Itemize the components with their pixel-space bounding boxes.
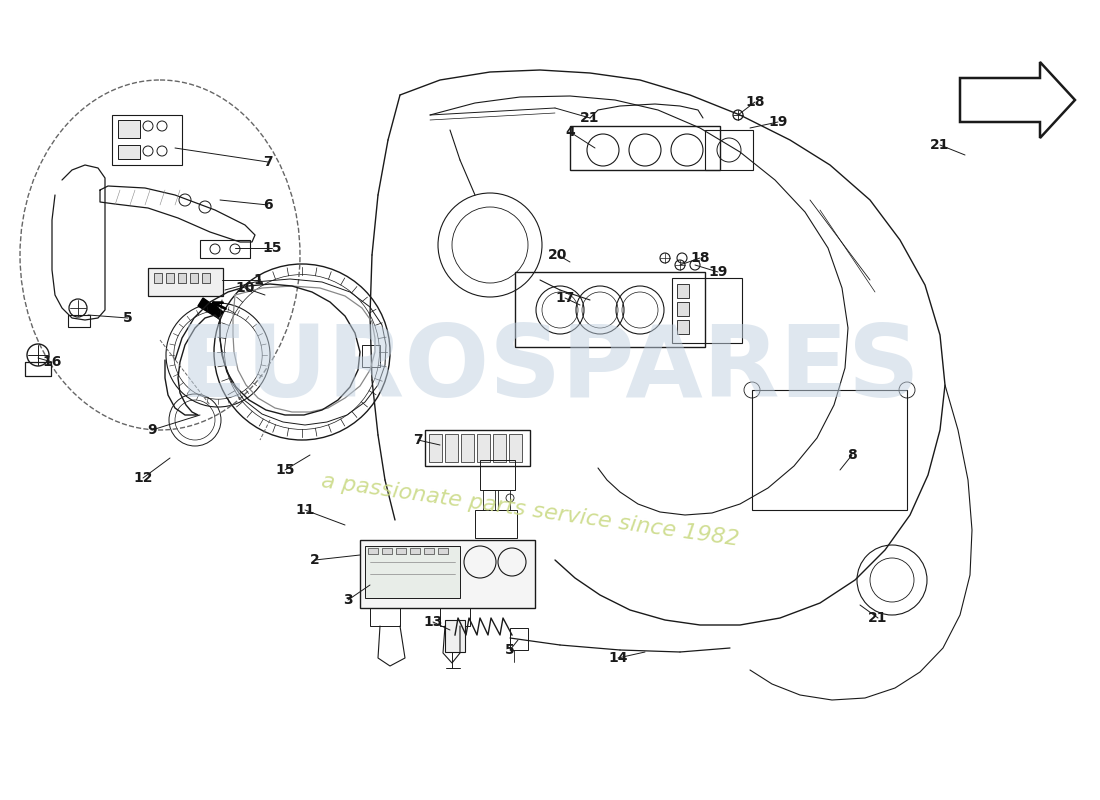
Text: 3: 3	[343, 593, 353, 607]
Text: 13: 13	[424, 615, 442, 629]
Bar	[752, 390, 908, 510]
Text: 18: 18	[691, 251, 710, 265]
Bar	[429, 434, 442, 462]
Bar	[515, 272, 705, 347]
Bar	[200, 240, 250, 258]
Text: 20: 20	[548, 248, 568, 262]
Bar	[446, 620, 465, 652]
Text: 5: 5	[123, 311, 133, 325]
Bar	[509, 434, 522, 462]
Text: 5: 5	[505, 643, 515, 657]
Text: 11: 11	[295, 503, 315, 517]
Bar	[166, 273, 174, 283]
Text: 19: 19	[708, 265, 728, 279]
Bar	[360, 540, 535, 608]
Bar	[493, 434, 506, 462]
Bar	[446, 434, 458, 462]
Bar	[570, 126, 721, 170]
Bar	[461, 434, 474, 462]
Bar	[483, 490, 495, 510]
Bar	[382, 548, 392, 554]
Bar	[112, 115, 182, 165]
Bar	[190, 273, 198, 283]
Bar	[396, 548, 406, 554]
Text: 1: 1	[253, 273, 263, 287]
Text: 4: 4	[565, 125, 575, 139]
Bar	[440, 608, 470, 626]
Bar	[68, 315, 90, 327]
Bar	[154, 273, 162, 283]
Bar	[477, 434, 490, 462]
Bar	[438, 548, 448, 554]
Text: 7: 7	[263, 155, 273, 169]
Bar	[365, 546, 460, 598]
Bar	[480, 460, 515, 490]
Bar	[410, 548, 420, 554]
Bar	[498, 490, 510, 510]
Bar	[148, 268, 223, 296]
Bar	[672, 278, 743, 343]
Text: 9: 9	[147, 423, 157, 437]
Bar	[425, 430, 530, 466]
Text: 10: 10	[235, 281, 255, 295]
Text: 17: 17	[556, 291, 574, 305]
Bar	[424, 548, 434, 554]
Text: 15: 15	[262, 241, 282, 255]
Bar	[362, 345, 380, 367]
Text: 7: 7	[414, 433, 422, 447]
Bar	[118, 120, 140, 138]
Text: 12: 12	[133, 471, 153, 485]
Text: 21: 21	[868, 611, 888, 625]
Bar	[676, 284, 689, 298]
Bar	[202, 273, 210, 283]
Text: 8: 8	[847, 448, 857, 462]
Text: 21: 21	[931, 138, 949, 152]
Bar	[510, 628, 528, 650]
Bar	[705, 130, 754, 170]
Bar	[676, 302, 689, 316]
Text: a passionate parts service since 1982: a passionate parts service since 1982	[320, 470, 740, 550]
Text: 19: 19	[768, 115, 788, 129]
Text: 21: 21	[581, 111, 600, 125]
Bar	[368, 548, 378, 554]
Bar	[178, 273, 186, 283]
Bar	[475, 510, 517, 538]
Text: 14: 14	[608, 651, 628, 665]
Polygon shape	[198, 298, 223, 318]
Text: 16: 16	[42, 355, 62, 369]
Bar	[676, 320, 689, 334]
Text: 2: 2	[310, 553, 320, 567]
Bar	[370, 608, 400, 626]
Text: 6: 6	[263, 198, 273, 212]
Text: EUROSPARES: EUROSPARES	[179, 322, 921, 418]
Bar	[118, 145, 140, 159]
Bar	[25, 362, 51, 376]
Text: 18: 18	[746, 95, 764, 109]
Text: 15: 15	[275, 463, 295, 477]
